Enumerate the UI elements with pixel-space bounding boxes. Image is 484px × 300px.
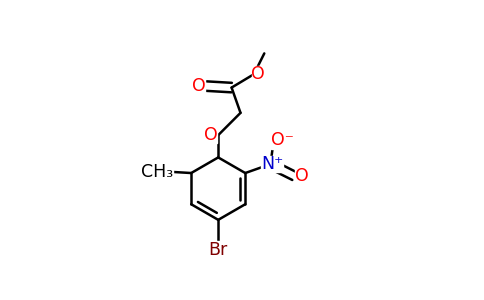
Bar (192, 78, 205, 94)
Bar (261, 156, 283, 172)
Text: O: O (252, 65, 265, 83)
Text: O: O (204, 126, 218, 144)
Bar (252, 66, 265, 82)
Text: O: O (192, 77, 206, 95)
Text: O⁻: O⁻ (271, 131, 294, 149)
Text: Br: Br (209, 241, 228, 259)
Bar (295, 168, 308, 184)
Bar (205, 127, 217, 143)
Text: N⁺: N⁺ (261, 155, 283, 173)
Bar (207, 242, 229, 258)
Text: CH₃: CH₃ (141, 163, 174, 181)
Text: O: O (295, 167, 309, 185)
Bar (272, 132, 293, 148)
Bar (142, 164, 173, 180)
